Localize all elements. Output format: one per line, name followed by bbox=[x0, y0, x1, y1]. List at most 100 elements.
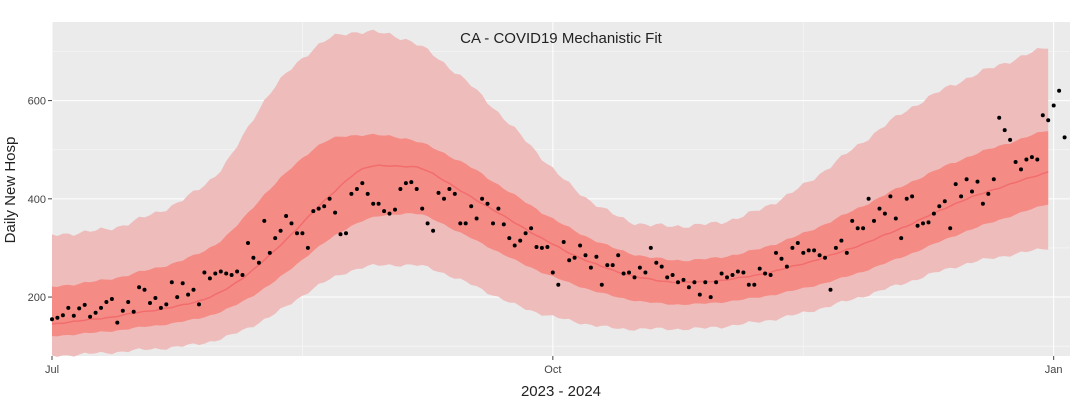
observed-point bbox=[556, 282, 561, 287]
observed-points bbox=[50, 88, 1067, 325]
observed-point bbox=[491, 221, 495, 226]
observed-point bbox=[588, 265, 593, 270]
observed-point bbox=[654, 260, 659, 265]
y-axis-title: Daily New Hosp bbox=[2, 137, 19, 244]
observed-point bbox=[262, 218, 267, 223]
observed-point bbox=[997, 115, 1002, 120]
observed-point bbox=[964, 177, 969, 182]
observed-point bbox=[991, 177, 996, 182]
observed-point bbox=[594, 254, 599, 259]
observed-point bbox=[512, 243, 517, 248]
observed-point bbox=[686, 285, 691, 290]
observed-point bbox=[539, 245, 544, 250]
observed-point bbox=[327, 196, 332, 201]
observed-point bbox=[1002, 128, 1007, 133]
observed-point bbox=[431, 228, 436, 233]
observed-point bbox=[186, 292, 191, 297]
observed-point bbox=[66, 305, 71, 310]
observed-point bbox=[93, 310, 98, 315]
observed-point bbox=[349, 191, 354, 196]
observed-point bbox=[610, 263, 615, 268]
observed-point bbox=[104, 300, 109, 304]
observed-point bbox=[942, 199, 947, 204]
observed-point bbox=[387, 211, 392, 216]
observed-point bbox=[1035, 157, 1040, 162]
observed-point bbox=[213, 271, 218, 276]
observed-point bbox=[741, 270, 746, 275]
y-tick-label: 600 bbox=[28, 96, 46, 108]
observed-point bbox=[806, 248, 811, 253]
observed-point bbox=[436, 190, 441, 195]
observed-point bbox=[550, 270, 555, 275]
observed-point bbox=[643, 270, 648, 275]
observed-point bbox=[572, 255, 577, 260]
observed-point bbox=[812, 248, 817, 253]
chart-title: CA - COVID19 Mechanistic Fit bbox=[460, 30, 663, 47]
observed-point bbox=[975, 179, 980, 184]
observed-point bbox=[719, 271, 724, 276]
observed-point bbox=[246, 241, 250, 245]
observed-point bbox=[637, 265, 642, 270]
observed-point bbox=[452, 191, 457, 196]
observed-point bbox=[496, 206, 501, 211]
observed-point bbox=[240, 273, 245, 277]
observed-point bbox=[273, 236, 278, 241]
observed-point bbox=[877, 206, 882, 211]
observed-point bbox=[795, 241, 800, 245]
observed-point bbox=[823, 255, 827, 260]
observed-point bbox=[534, 245, 539, 249]
observed-point bbox=[99, 305, 103, 310]
observed-point bbox=[567, 258, 572, 263]
observed-point bbox=[458, 221, 463, 226]
observed-point bbox=[872, 218, 876, 223]
observed-point bbox=[730, 273, 735, 277]
observed-point bbox=[725, 275, 729, 280]
observed-point bbox=[703, 280, 708, 285]
observed-point bbox=[893, 216, 898, 221]
observed-point bbox=[659, 264, 664, 269]
observed-point bbox=[333, 210, 338, 215]
observed-point bbox=[463, 221, 468, 226]
observed-point bbox=[746, 282, 751, 287]
y-tick-label: 200 bbox=[28, 292, 46, 304]
x-axis-ticks: Jul Oct Jan bbox=[45, 356, 1063, 376]
observed-point bbox=[1046, 118, 1051, 123]
observed-point bbox=[1024, 157, 1029, 162]
observed-point bbox=[937, 204, 942, 209]
observed-point bbox=[251, 255, 256, 260]
observed-point bbox=[284, 214, 289, 218]
observed-point bbox=[866, 196, 871, 201]
observed-point bbox=[752, 282, 757, 287]
observed-point bbox=[218, 269, 223, 274]
observed-point bbox=[295, 231, 299, 236]
observed-point bbox=[169, 280, 174, 285]
observed-point bbox=[1051, 103, 1056, 108]
observed-point bbox=[382, 209, 387, 214]
observed-point bbox=[844, 250, 849, 255]
observed-point bbox=[131, 309, 136, 314]
observed-point bbox=[768, 273, 773, 277]
observed-point bbox=[648, 245, 653, 250]
observed-point bbox=[289, 221, 294, 226]
observed-point bbox=[774, 250, 778, 255]
observed-point bbox=[393, 207, 397, 212]
observed-point bbox=[474, 216, 479, 221]
y-axis-ticks: 200 400 600 bbox=[28, 96, 52, 304]
observed-point bbox=[616, 253, 621, 258]
observed-point bbox=[398, 187, 403, 191]
observed-point bbox=[921, 221, 925, 226]
observed-point bbox=[953, 182, 958, 187]
observed-point bbox=[197, 302, 201, 307]
observed-point bbox=[839, 238, 844, 243]
observed-point bbox=[948, 226, 953, 231]
observed-point bbox=[931, 211, 936, 216]
observed-point bbox=[82, 302, 87, 307]
observed-point bbox=[71, 313, 76, 318]
observed-point bbox=[970, 189, 974, 194]
observed-point bbox=[256, 260, 261, 265]
observed-point bbox=[850, 218, 855, 223]
x-tick-label: Jul bbox=[45, 364, 59, 376]
observed-point bbox=[420, 206, 425, 211]
observed-point bbox=[371, 201, 376, 206]
observed-point bbox=[627, 270, 631, 275]
